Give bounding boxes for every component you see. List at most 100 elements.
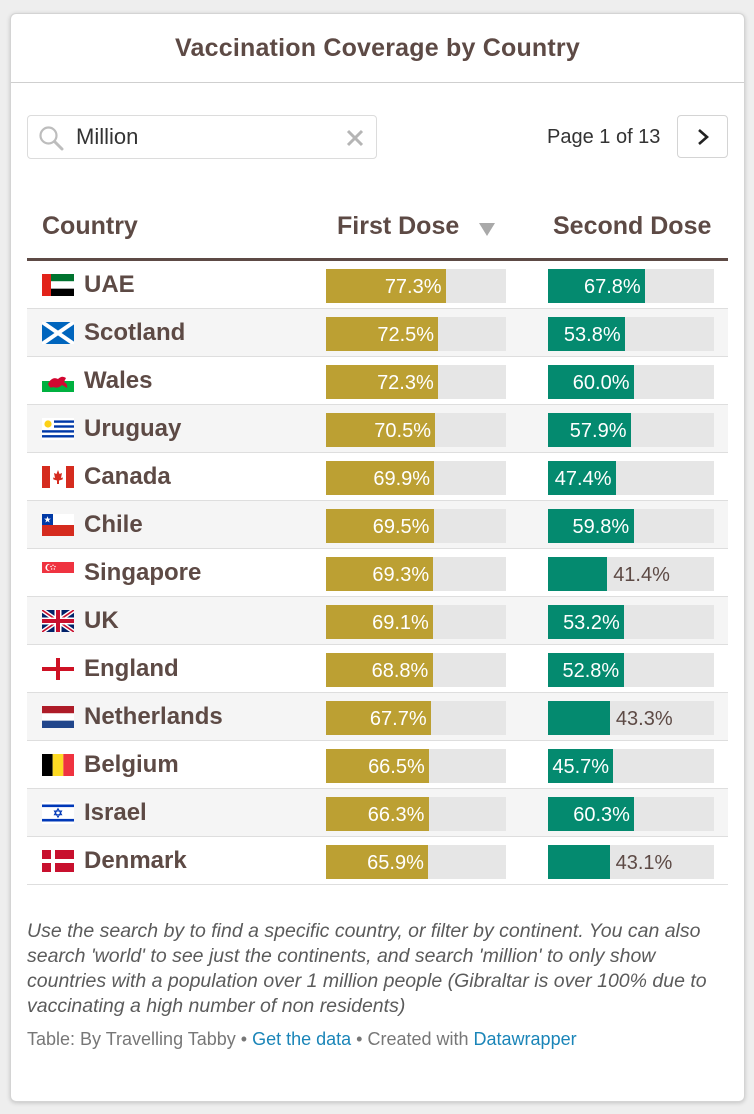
country-name: Uruguay [84,415,182,442]
second-dose-bar: 57.9% [548,413,714,447]
second-dose-value: 52.8% [562,660,620,682]
table-row-belgium: Belgium 66.5% 45.7% [27,741,728,789]
column-header-second-dose[interactable]: Second Dose [553,212,712,240]
second-dose-value: 57.9% [569,420,627,442]
table-row-chile: Chile 69.5% 59.8% [27,501,728,549]
first-dose-bar-fill [326,845,429,879]
first-dose-value: 69.1% [372,612,429,634]
second-dose-bar-fill [548,749,614,783]
sort-desc-icon [479,223,495,236]
first-dose-bar-fill [326,653,433,687]
second-dose-bar: 59.8% [548,509,714,543]
search-box[interactable] [27,115,377,159]
table-body: UAE 77.3% 67.8% Scotland 72.5% 53.8% Wales 72.3… [27,261,728,885]
first-dose-bar-fill [326,749,430,783]
search-input[interactable] [76,123,326,151]
second-dose-bar: 43.1% [548,845,714,879]
country-name: Denmark [84,847,187,874]
next-page-button[interactable] [677,115,728,158]
first-dose-value: 69.5% [372,516,430,538]
column-header-country[interactable]: Country [42,212,138,240]
second-dose-bar: 53.2% [548,605,714,639]
second-dose-bar: 60.0% [548,365,714,399]
table-row-netherlands: Netherlands 67.7% 43.3% [27,693,728,741]
first-dose-bar-fill [326,797,429,831]
first-dose-bar: 66.5% [326,749,506,783]
netherlands-flag-icon [42,706,74,728]
footer-credit: Table: By Travelling Tabby • Get the dat… [27,1029,577,1050]
first-dose-bar: 65.9% [326,845,506,879]
table-row-uruguay: Uruguay 70.5% 57.9% [27,405,728,453]
page-indicator: Page 1 of 13 [547,126,661,148]
england-flag-icon [42,658,74,680]
second-dose-bar-fill [548,269,645,303]
first-dose-bar-fill [326,461,435,495]
second-dose-bar-fill [548,365,634,399]
country-name: Chile [84,511,143,538]
country-name: Netherlands [84,703,223,730]
second-dose-value: 53.2% [563,612,620,634]
first-dose-value: 77.3% [384,276,442,298]
wales-flag-icon [42,370,74,392]
second-dose-bar-fill [548,461,616,495]
first-dose-value: 69.9% [373,468,431,490]
country-name: England [84,655,179,682]
first-dose-bar: 69.9% [326,461,506,495]
table-card: Vaccination Coverage by Country Page 1 o… [10,13,745,1102]
israel-flag-icon [42,802,74,824]
second-dose-value: 59.8% [572,516,630,538]
column-header-first-dose[interactable]: First Dose [337,212,460,240]
first-dose-value: 70.5% [374,420,431,442]
footer-prefix: Table: By Travelling Tabby • [27,1029,253,1049]
first-dose-bar-fill [326,365,439,399]
second-dose-bar-fill [548,797,635,831]
close-icon[interactable] [346,129,364,147]
second-dose-bar: 43.3% [548,701,714,735]
second-dose-value: 43.3% [615,708,673,730]
second-dose-value: 67.8% [583,276,641,298]
table-row-canada: Canada 69.9% 47.4% [27,453,728,501]
first-dose-bar-fill [326,509,434,543]
table-row-england: England 68.8% 52.8% [27,645,728,693]
first-dose-bar-fill [326,605,434,639]
first-dose-bar: 72.5% [326,317,506,351]
second-dose-bar-fill [548,701,610,735]
first-dose-bar: 69.1% [326,605,506,639]
first-dose-bar: 69.3% [326,557,506,591]
first-dose-bar: 72.3% [326,365,506,399]
second-dose-bar: 52.8% [548,653,714,687]
table-header: Country First Dose Second Dose [27,204,728,261]
first-dose-value: 68.8% [371,660,429,682]
second-dose-value: 60.0% [572,372,630,394]
second-dose-value: 47.4% [554,468,612,490]
table-row-uae: UAE 77.3% 67.8% [27,261,728,309]
second-dose-bar: 41.4% [548,557,714,591]
table-row-uk: UK 69.1% 53.2% [27,597,728,645]
second-dose-value: 43.1% [615,852,673,874]
first-dose-bar: 69.5% [326,509,506,543]
country-name: UAE [84,271,135,298]
get-data-link[interactable]: Get the data [252,1029,352,1049]
first-dose-bar: 66.3% [326,797,506,831]
table-row-singapore: Singapore 69.3% 41.4% [27,549,728,597]
first-dose-bar: 77.3% [326,269,506,303]
first-dose-bar-fill [326,317,439,351]
singapore-flag-icon [42,562,74,584]
second-dose-bar: 53.8% [548,317,714,351]
table-row-scotland: Scotland 72.5% 53.8% [27,309,728,357]
table-row-wales: Wales 72.3% 60.0% [27,357,728,405]
second-dose-bar-fill [548,509,634,543]
search-icon [39,126,64,151]
second-dose-bar: 45.7% [548,749,714,783]
first-dose-value: 65.9% [367,852,424,874]
denmark-flag-icon [42,850,74,872]
second-dose-bar-fill [548,653,624,687]
country-name: Israel [84,799,147,826]
second-dose-bar-fill [548,413,631,447]
first-dose-bar: 67.7% [326,701,506,735]
chile-flag-icon [42,514,74,536]
first-dose-value: 69.3% [372,564,430,586]
table-row-denmark: Denmark 65.9% 43.1% [27,837,728,885]
datawrapper-link[interactable]: Datawrapper [473,1029,577,1049]
belgium-flag-icon [42,754,74,776]
